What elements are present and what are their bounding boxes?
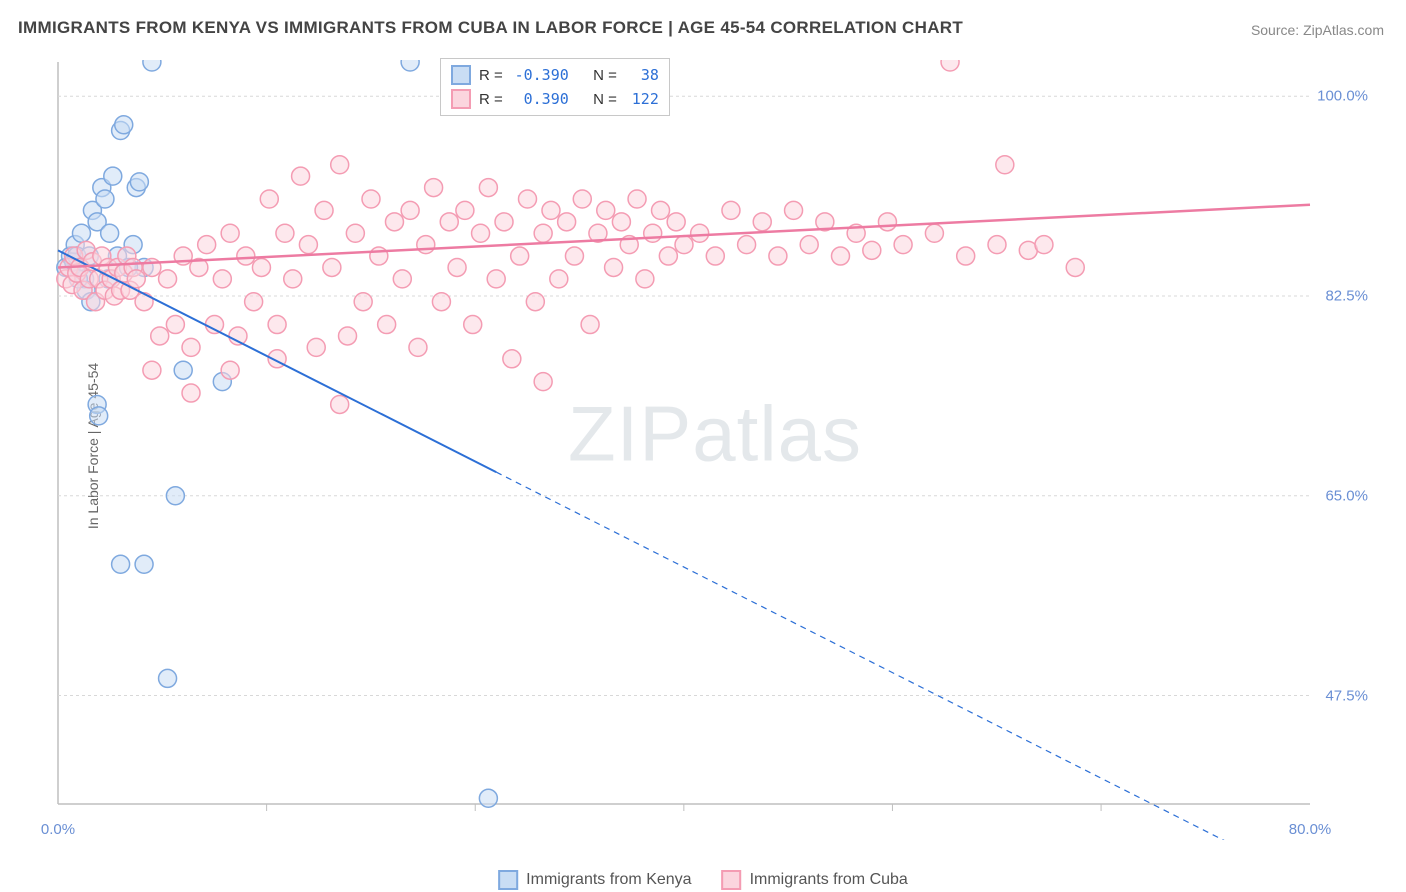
source-link[interactable]: ZipAtlas.com bbox=[1303, 22, 1384, 38]
legend-r-prefix: R = bbox=[479, 91, 503, 108]
x-tick-label: 0.0% bbox=[41, 821, 75, 838]
legend-n-prefix: N = bbox=[593, 91, 617, 108]
y-tick-label: 65.0% bbox=[1325, 487, 1368, 504]
x-tick-label: 80.0% bbox=[1289, 821, 1332, 838]
legend-series-item: Immigrants from Kenya bbox=[498, 870, 691, 890]
series-legend: Immigrants from Kenya Immigrants from Cub… bbox=[498, 870, 908, 890]
y-tick-label: 82.5% bbox=[1325, 288, 1368, 305]
legend-swatch bbox=[498, 870, 518, 890]
legend-swatch bbox=[722, 870, 742, 890]
legend-swatch bbox=[451, 89, 471, 109]
legend-series-item: Immigrants from Cuba bbox=[722, 870, 908, 890]
legend-series-label: Immigrants from Kenya bbox=[526, 871, 691, 889]
chart-title: IMMIGRANTS FROM KENYA VS IMMIGRANTS FROM… bbox=[18, 18, 963, 38]
legend-r-value: 0.390 bbox=[511, 90, 569, 108]
legend-correlation-row: R = -0.390 N = 38 bbox=[451, 63, 659, 87]
chart-plot-area: ZIPatlas 47.5%65.0%82.5%100.0% 0.0%80.0% bbox=[50, 60, 1380, 840]
legend-r-value: -0.390 bbox=[511, 66, 569, 84]
legend-correlation-row: R = 0.390 N = 122 bbox=[451, 87, 659, 111]
source-attribution: Source: ZipAtlas.com bbox=[1251, 22, 1384, 38]
correlation-legend: R = -0.390 N = 38 R = 0.390 N = 122 bbox=[440, 58, 670, 116]
legend-n-value: 122 bbox=[625, 90, 659, 108]
scatter-plot-svg bbox=[50, 60, 1380, 840]
legend-swatch bbox=[451, 65, 471, 85]
y-tick-label: 100.0% bbox=[1317, 88, 1368, 105]
legend-n-value: 38 bbox=[625, 66, 659, 84]
legend-r-prefix: R = bbox=[479, 67, 503, 84]
source-label: Source: bbox=[1251, 22, 1299, 38]
y-tick-label: 47.5% bbox=[1325, 687, 1368, 704]
legend-n-prefix: N = bbox=[593, 67, 617, 84]
legend-series-label: Immigrants from Cuba bbox=[750, 871, 908, 889]
